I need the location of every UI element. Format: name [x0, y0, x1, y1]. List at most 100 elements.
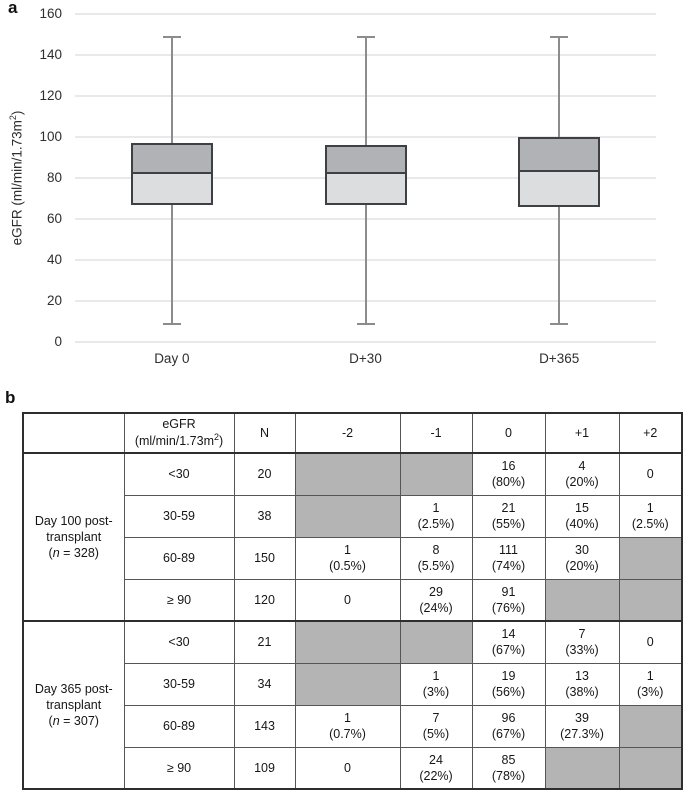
boxplot-box [518, 137, 601, 207]
shift-count-cell: 13 (38%) [544, 662, 620, 706]
masked-cell [544, 578, 620, 622]
masked-cell [399, 620, 473, 664]
box-upper-quartile [520, 139, 599, 172]
y-tick-label: 0 [54, 334, 62, 349]
egfr-shift-table: eGFR (ml/min/1.73m2) N -2 -1 0 +1 +2 Day 100 p… [22, 412, 683, 790]
masked-cell [618, 536, 683, 580]
masked-cell [618, 578, 683, 622]
masked-cell [618, 704, 683, 748]
shift-count-cell: 15 (40%) [544, 494, 620, 538]
masked-cell [294, 662, 401, 706]
y-tick-label: 140 [39, 47, 62, 62]
shift-count-cell: 21 (55%) [471, 494, 546, 538]
shift-count-cell: 39 (27.3%) [544, 704, 620, 748]
egfr-range-cell: 30-59 [123, 494, 235, 538]
shift-count-cell: 0 [618, 620, 683, 664]
row-group-label: Day 365 post-transplant (n = 307) [22, 620, 125, 790]
gridline [75, 13, 656, 15]
shift-count-cell: 0 [294, 746, 401, 790]
table-row: Day 100 post-transplant (n = 328) <30 20 16(… [22, 452, 683, 622]
whisker-cap [550, 35, 569, 38]
shift-count-cell: 24 (22%) [399, 746, 473, 790]
table-row: ≥ 90 109 0 24 (22%) 85 (78%) [23, 746, 683, 790]
table-row: 60-89 143 1 (0.7%) 7 (5%) 96 (67%) 39 (27.3%) [23, 704, 683, 748]
egfr-range-cell: ≥ 90 [123, 746, 235, 790]
panel-a-label: a [8, 0, 18, 17]
box-upper-quartile [132, 145, 211, 174]
egfr-range-cell: 60-89 [123, 704, 235, 748]
boxplot-box [324, 145, 407, 205]
table-row: 30-59 34 1 (3%) 19 (56%) 13 (38%) 1 (3%) [23, 662, 683, 706]
y-tick-label: 80 [46, 170, 62, 185]
egfr-range-cell: 30-59 [123, 662, 235, 706]
shift-count-cell: 8 (5.5%) [399, 536, 473, 580]
column-header: -2 [294, 412, 401, 454]
table-row: ≥ 90 120 0 29 (24%) 91 (76%) [23, 578, 683, 622]
shift-count-cell: 1 (3%) [618, 662, 683, 706]
row-group-label: Day 100 post-transplant (n = 328) [22, 452, 125, 622]
egfr-range-cell: ≥ 90 [123, 578, 235, 622]
boxplot-box [130, 143, 213, 205]
panel-b-label: b [5, 388, 16, 407]
column-header: eGFR (ml/min/1.73m2) [123, 412, 235, 454]
whisker-cap [550, 322, 569, 325]
column-header [22, 412, 125, 454]
gridline [75, 341, 656, 343]
shift-count-cell: 14 (67%) [471, 620, 546, 664]
masked-cell [294, 494, 401, 538]
shift-count-cell: 1 (3%) [399, 662, 473, 706]
shift-count-cell: 111 (74%) [471, 536, 546, 580]
table-row: 30-59 38 1 (2.5%) 21 (55%) 15 (40%) 1 (2.5%) [23, 494, 683, 538]
x-category-label: D+30 [349, 351, 382, 366]
shift-count-cell: 1 (2.5%) [618, 494, 683, 538]
shift-count-cell: 91 (76%) [471, 578, 546, 622]
column-header: 0 [471, 412, 546, 454]
y-tick-label: 100 [39, 129, 62, 144]
n-cell: 38 [233, 494, 296, 538]
egfr-range-cell: 60-89 [123, 536, 235, 580]
plot-area [75, 13, 656, 343]
y-tick-label: 160 [39, 6, 62, 21]
x-category-label: Day 0 [154, 351, 190, 366]
n-cell: 143 [233, 704, 296, 748]
egfr-range-cell: <30 [123, 452, 235, 496]
shift-count-cell: 0 [294, 578, 401, 622]
shift-count-cell: 4 (20%) [544, 452, 620, 496]
shift-count-cell: 16 (80%) [471, 452, 546, 496]
whisker-cap [162, 322, 181, 325]
column-header: +2 [618, 412, 683, 454]
n-cell: 20 [233, 452, 296, 496]
table-header: eGFR (ml/min/1.73m2) N -2 -1 0 +1 +2 [22, 412, 683, 454]
table-row: 60-89 150 1 (0.5%) 8 (5.5%) 111 (74%) 30 (20%) [23, 536, 683, 580]
header-row: eGFR (ml/min/1.73m2) N -2 -1 0 +1 +2 [22, 412, 683, 454]
column-header: +1 [544, 412, 620, 454]
shift-count-cell: 1 (0.7%) [294, 704, 401, 748]
whisker-cap [356, 322, 375, 325]
shift-count-cell: 0 [618, 452, 683, 496]
n-cell: 150 [233, 536, 296, 580]
panel-a-boxplot: a eGFR (ml/min/1.73m2) 0 20 40 60 80 100 120 14… [0, 0, 685, 388]
y-tick-label: 60 [46, 211, 62, 226]
shift-count-cell: 1 (0.5%) [294, 536, 401, 580]
masked-cell [544, 746, 620, 790]
shift-count-cell: 7 (5%) [399, 704, 473, 748]
masked-cell [618, 746, 683, 790]
n-cell: 21 [233, 620, 296, 664]
shift-count-cell: 7 (33%) [544, 620, 620, 664]
masked-cell [294, 452, 401, 496]
n-cell: 109 [233, 746, 296, 790]
y-tick-label: 120 [39, 88, 62, 103]
box-upper-quartile [326, 147, 405, 174]
shift-count-cell: 29 (24%) [399, 578, 473, 622]
y-tick-label: 40 [46, 252, 62, 267]
egfr-range-cell: <30 [123, 620, 235, 664]
panel-b-shift-table: b eGFR (ml/min/1.73m2) N -2 -1 0 +1 +2 Day 100… [0, 388, 685, 791]
n-cell: 34 [233, 662, 296, 706]
table-body: Day 100 post-transplant (n = 328) <30 20 16(… [22, 452, 683, 790]
shift-count-cell: 85 (78%) [471, 746, 546, 790]
shift-count-cell: 96 (67%) [471, 704, 546, 748]
masked-cell [294, 620, 401, 664]
shift-count-cell: 19 (56%) [471, 662, 546, 706]
shift-count-cell: 1 (2.5%) [399, 494, 473, 538]
